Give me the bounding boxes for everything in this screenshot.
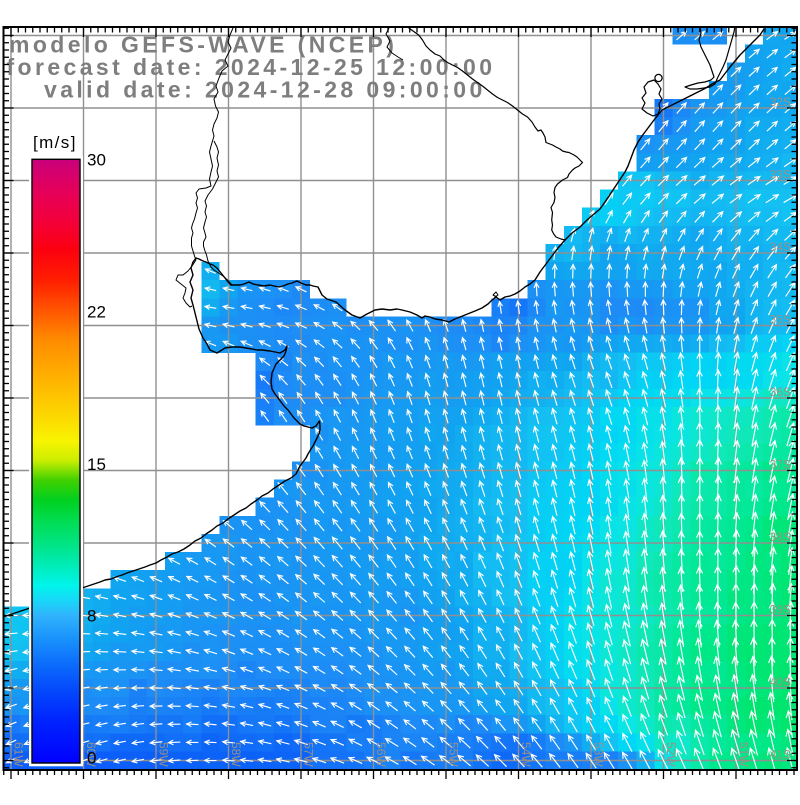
- svg-text:36S: 36S: [770, 385, 791, 399]
- svg-text:[m/s]: [m/s]: [33, 133, 77, 152]
- svg-text:valid date: 2024-12-28 09:00:0: valid date: 2024-12-28 09:00:00: [44, 77, 486, 103]
- svg-text:38S: 38S: [770, 530, 791, 544]
- svg-text:52W: 52W: [664, 742, 678, 767]
- svg-text:35S: 35S: [770, 313, 791, 327]
- svg-text:54W: 54W: [519, 742, 533, 767]
- svg-text:51W: 51W: [737, 742, 751, 767]
- svg-text:61W: 61W: [12, 742, 26, 767]
- svg-text:40S: 40S: [770, 675, 791, 689]
- svg-text:59W: 59W: [157, 742, 171, 767]
- svg-text:39S: 39S: [770, 603, 791, 617]
- svg-text:53W: 53W: [592, 742, 606, 767]
- svg-text:57W: 57W: [302, 742, 316, 767]
- svg-text:33S: 33S: [770, 168, 791, 182]
- svg-text:37S: 37S: [770, 458, 791, 472]
- svg-text:60W: 60W: [84, 742, 98, 767]
- svg-text:58W: 58W: [229, 742, 243, 767]
- svg-text:forecast date: 2024-12-25 12:0: forecast date: 2024-12-25 12:00:00: [7, 54, 496, 80]
- svg-text:30: 30: [87, 151, 106, 170]
- svg-text:34S: 34S: [770, 240, 791, 254]
- svg-text:22: 22: [87, 303, 106, 322]
- svg-text:41S: 41S: [770, 748, 791, 762]
- svg-text:32S: 32S: [770, 95, 791, 109]
- svg-text:56W: 56W: [374, 742, 388, 767]
- svg-text:15: 15: [87, 455, 106, 474]
- svg-text:modelo GEFS-WAVE (NCEP): modelo GEFS-WAVE (NCEP): [9, 32, 397, 58]
- svg-text:0: 0: [87, 749, 96, 768]
- svg-text:55W: 55W: [447, 742, 461, 767]
- svg-text:8: 8: [87, 607, 96, 626]
